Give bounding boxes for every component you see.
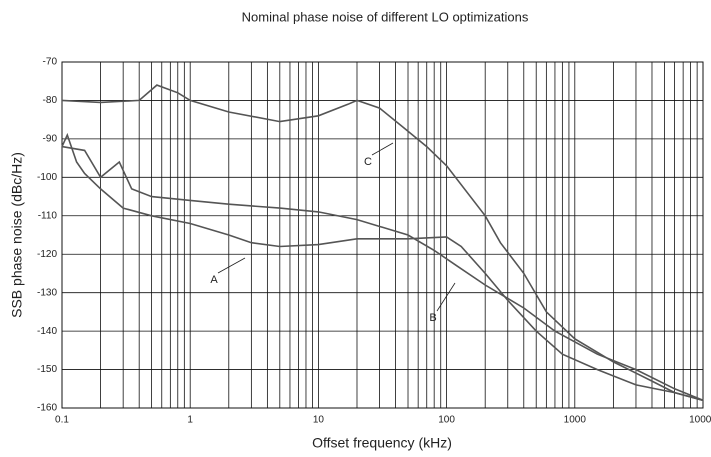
y-tick-label: -100 bbox=[37, 172, 57, 183]
y-tick-label: -80 bbox=[43, 95, 58, 106]
y-tick-label: -110 bbox=[38, 210, 58, 221]
y-tick-label: -160 bbox=[37, 403, 57, 414]
series-label: C bbox=[364, 156, 372, 168]
y-tick-label: -150 bbox=[37, 364, 57, 375]
y-tick-label: -140 bbox=[37, 326, 57, 337]
chart-title: Nominal phase noise of different LO opti… bbox=[242, 9, 529, 24]
series-line bbox=[61, 132, 704, 402]
y-tick-label: -120 bbox=[37, 249, 57, 260]
y-axis-title: SSB phase noise (dBc/Hz) bbox=[9, 152, 25, 318]
x-axis-title: Offset frequency (kHz) bbox=[312, 435, 452, 451]
y-tick-label: -130 bbox=[37, 287, 57, 298]
leader-line bbox=[371, 142, 394, 156]
x-tick-label: 10 bbox=[313, 415, 325, 426]
leader-line bbox=[436, 282, 456, 312]
series-line bbox=[61, 84, 704, 402]
x-tick-label: 10000 bbox=[689, 415, 711, 426]
plot-frame bbox=[61, 61, 704, 409]
x-tick-label: 1000 bbox=[564, 415, 587, 426]
x-tick-label: 100 bbox=[438, 415, 455, 426]
series-label: A bbox=[210, 274, 218, 286]
y-tick-label: -90 bbox=[43, 134, 58, 145]
y-tick-label: -70 bbox=[43, 57, 58, 68]
leader-line bbox=[217, 257, 246, 274]
series-label: B bbox=[429, 312, 436, 324]
series-line bbox=[61, 145, 704, 402]
x-tick-label: 0.1 bbox=[55, 415, 69, 426]
x-tick-label: 1 bbox=[187, 415, 193, 426]
